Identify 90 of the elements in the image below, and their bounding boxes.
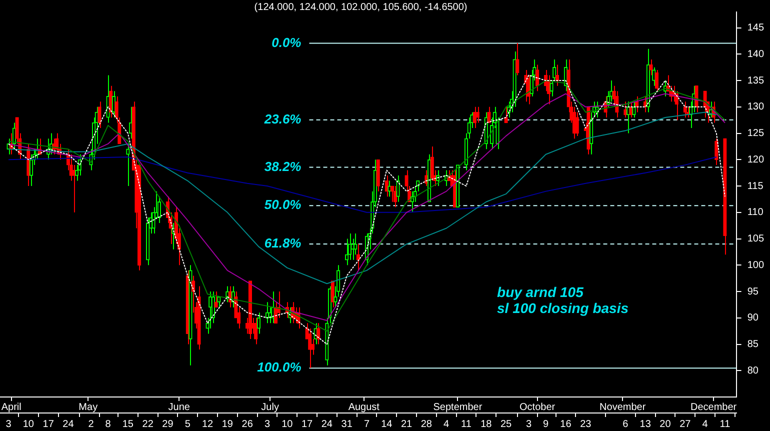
y-tick-label: 145: [747, 22, 764, 34]
x-tick-label: 7: [364, 418, 370, 430]
x-tick-label: 6: [622, 418, 629, 430]
x-tick-label: 29: [162, 418, 174, 430]
candlestick: [404, 170, 408, 192]
x-tick-label: 14: [381, 418, 393, 430]
x-tick-label: 17: [42, 418, 54, 430]
x-tick-label: 10: [282, 418, 294, 430]
y-tick-label: 105: [747, 234, 764, 245]
y-tick-label: 80: [747, 365, 759, 376]
candlestick: [552, 58, 556, 82]
y-tick-label: 110: [747, 207, 764, 218]
x-tick-label: 13: [640, 418, 652, 430]
candlestick: [476, 106, 480, 124]
candlestick: [575, 112, 579, 136]
candlestick: [487, 106, 491, 124]
x-tick-label: 3: [6, 418, 12, 430]
x-tick-label: 17: [301, 418, 314, 430]
y-tick-label: 125: [747, 128, 764, 140]
x-tick-label: 9: [543, 418, 550, 430]
y-tick-label: 140: [747, 48, 764, 60]
candlestick: [98, 101, 102, 129]
candlestick: [550, 80, 554, 97]
candlestick: [29, 154, 34, 187]
candlestick: [516, 42, 520, 76]
x-tick-label: 15: [122, 418, 134, 430]
x2-tick-label: November: [600, 402, 646, 413]
x2-tick-label: September: [433, 402, 483, 413]
y-tick-label: 85: [747, 339, 759, 350]
ref-line-label: 23.6%: [263, 111, 302, 126]
x2-tick-label: August: [348, 402, 380, 413]
candlestick: [683, 101, 687, 118]
x-tick-label: 28: [420, 418, 432, 430]
x-tick-label: 31: [341, 418, 353, 430]
chart-title: (124.000, 124.000, 102.000, 105.600, -14.6500): [254, 2, 468, 13]
x-tick-label: 5: [184, 418, 191, 430]
x2-tick-label: May: [78, 402, 98, 413]
y-tick-label: 115: [747, 180, 764, 192]
ref-line-label: 50.0%: [264, 197, 302, 212]
x-tick-label: 4: [702, 418, 708, 430]
x-tick-label: 19: [222, 418, 234, 430]
annotation: buy arnd 105: [497, 284, 584, 300]
x2-tick-label: July: [261, 402, 279, 413]
x-tick-label: 20: [660, 418, 672, 430]
candlestick: [214, 291, 218, 308]
ref-line-label: 61.8%: [264, 236, 302, 251]
candlestick: [654, 70, 659, 92]
candlestick: [256, 312, 261, 334]
x-tick-label: 2: [88, 418, 94, 430]
x-tick-label: 27: [680, 418, 692, 430]
x-tick-label: 11: [461, 418, 472, 430]
x-tick-label: 24: [62, 418, 74, 430]
x-tick-label: 3: [264, 418, 270, 430]
x-tick-label: 21: [400, 418, 413, 430]
x2-tick-label: December: [690, 402, 738, 413]
x-tick-label: 12: [202, 418, 214, 430]
ref-line-label: 38.2%: [264, 158, 302, 174]
x-tick-label: 22: [142, 418, 154, 430]
y-tick-label: 120: [747, 154, 764, 166]
y-tick-label: 130: [747, 102, 764, 113]
y-tick-label: 100: [747, 260, 764, 271]
x-tick-label: 4: [444, 418, 450, 430]
x-tick-label: 24: [321, 418, 333, 430]
annotation: sl 100 closing basis: [497, 300, 629, 316]
candlestick: [72, 164, 76, 213]
candlestick: [555, 64, 560, 86]
x-tick-label: 10: [22, 418, 34, 430]
candlestick: [649, 58, 653, 76]
x-tick-label: 11: [720, 418, 731, 430]
candlestick: [254, 317, 258, 345]
y-tick-label: 135: [747, 75, 764, 86]
y-tick-label: 95: [747, 286, 759, 298]
candlestick: [634, 96, 639, 113]
x-tick-label: 8: [105, 418, 112, 430]
x2-tick-label: April: [1, 402, 22, 413]
candlestick: [308, 328, 312, 368]
ref-line-label: 0.0%: [272, 34, 302, 50]
x-tick-label: 26: [242, 418, 254, 430]
x-tick-label: 18: [480, 418, 492, 430]
x2-tick-label: October: [520, 402, 556, 413]
candlestick: [126, 143, 130, 187]
y-tick-label: 90: [747, 312, 759, 324]
candlestick: [396, 174, 400, 202]
ref-line-label: 100.0%: [257, 360, 302, 375]
candlestick: [504, 106, 508, 124]
x-tick-label: 25: [500, 418, 512, 430]
x-tick-label: 16: [560, 418, 572, 430]
x-tick-label: 3: [526, 418, 532, 430]
x2-tick-label: June: [168, 402, 190, 413]
x-tick-label: 23: [580, 418, 592, 430]
